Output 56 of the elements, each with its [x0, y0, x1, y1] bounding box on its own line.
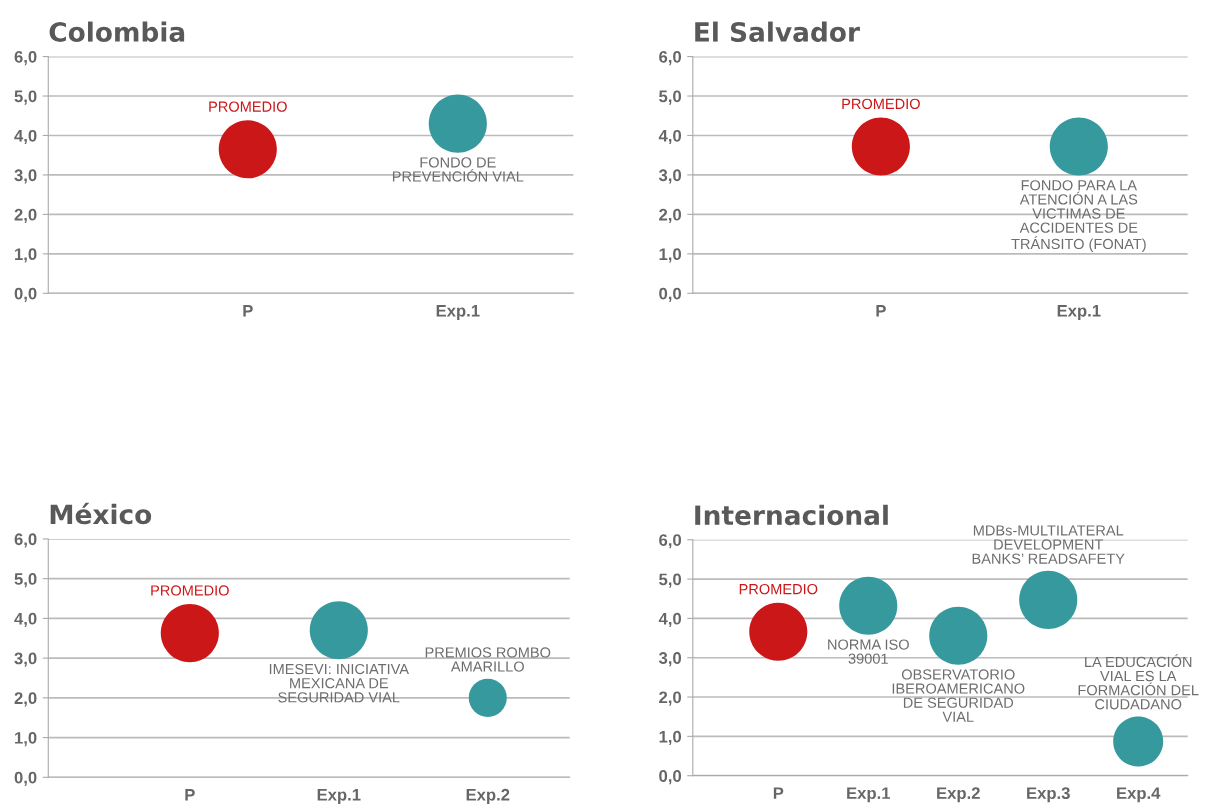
y-tick-label: 4,0 — [14, 129, 37, 145]
chart-title: El Salvador — [695, 21, 860, 42]
annotation: FONDO PARA LA ATENCIÓN A LAS VICTIMAS DE ACCIDENTES DE TRÁNSITO (FONAT) — [1011, 180, 1146, 252]
y-tick-label: 0,0 — [659, 287, 682, 302]
annotation: OBSERVATORIO IBEROAMERICANO DE SEGURIDAD VIAL — [892, 669, 1025, 722]
chart-title: Colombia — [49, 21, 185, 42]
x-tick-label: Exp.1 — [436, 305, 480, 320]
series-label: PROMEDIO — [842, 98, 920, 110]
y-tick-label: 3,0 — [658, 652, 682, 667]
series-label: PROMEDIO — [209, 101, 287, 112]
x-tick-label: Exp.1 — [847, 787, 891, 803]
annotation: IMESEVI: INICIATIVA MEXICANA DE SEGURIDAD VIAL — [269, 663, 409, 703]
y-tick-label: 3,0 — [14, 652, 37, 667]
series-label: PROMEDIO — [739, 583, 818, 595]
annotation: LA EDUCACIÓN VIAL ES LA FORMACIÓN DEL CIUDADANO — [1078, 654, 1199, 710]
series-label: PROMEDIO — [151, 585, 229, 596]
y-tick-label: 5,0 — [14, 573, 37, 588]
x-tick-label: Exp.2 — [466, 788, 510, 804]
annotation: PREMIOS ROMBO AMARILLO — [425, 647, 551, 672]
y-tick-label: 5,0 — [659, 573, 682, 588]
chart-title: Internacional — [695, 504, 888, 526]
x-tick-label: Exp.4 — [1117, 787, 1161, 803]
y-tick-label: 4,0 — [658, 129, 682, 145]
y-tick-label: 6,0 — [659, 50, 682, 66]
x-tick-label: P — [185, 789, 195, 801]
x-tick-label: Exp.1 — [1057, 305, 1101, 320]
y-tick-label: 0,0 — [14, 287, 37, 302]
y-tick-label: 6,0 — [14, 50, 37, 66]
annotation: FONDO DE PREVENCIÓN VIAL — [392, 157, 524, 182]
x-tick-label: Exp.1 — [317, 789, 361, 804]
y-tick-label: 4,0 — [14, 612, 37, 628]
x-tick-label: P — [876, 305, 886, 317]
y-tick-label: 1,0 — [659, 248, 682, 263]
x-tick-label: P — [773, 787, 784, 799]
y-tick-label: 2,0 — [14, 692, 37, 707]
y-tick-label: 1,0 — [15, 731, 37, 747]
annotation: NORMA ISO 39001 — [828, 639, 909, 664]
x-tick-label: P — [243, 305, 253, 317]
y-tick-label: 0,0 — [659, 770, 682, 785]
y-tick-label: 2,0 — [659, 208, 682, 224]
y-tick-label: 1,0 — [15, 248, 37, 263]
x-tick-label: Exp.3 — [1027, 787, 1070, 803]
chart-title: México — [50, 502, 152, 525]
y-tick-label: 6,0 — [14, 533, 37, 548]
y-tick-label: 6,0 — [659, 534, 682, 549]
x-tick-label: Exp.2 — [937, 787, 980, 803]
y-tick-label: 3,0 — [658, 169, 682, 184]
y-tick-label: 4,0 — [658, 612, 682, 628]
y-tick-label: 2,0 — [14, 208, 37, 224]
y-tick-label: 0,0 — [14, 771, 37, 786]
y-tick-label: 2,0 — [659, 691, 682, 706]
annotation: MDBs-MULTILATERAL DEVELOPMENT BANKS’ READSAFETY — [972, 525, 1125, 564]
y-tick-label: 3,0 — [14, 169, 37, 184]
y-tick-label: 5,0 — [14, 90, 37, 105]
y-tick-label: 5,0 — [659, 90, 682, 105]
y-tick-label: 1,0 — [659, 730, 682, 745]
